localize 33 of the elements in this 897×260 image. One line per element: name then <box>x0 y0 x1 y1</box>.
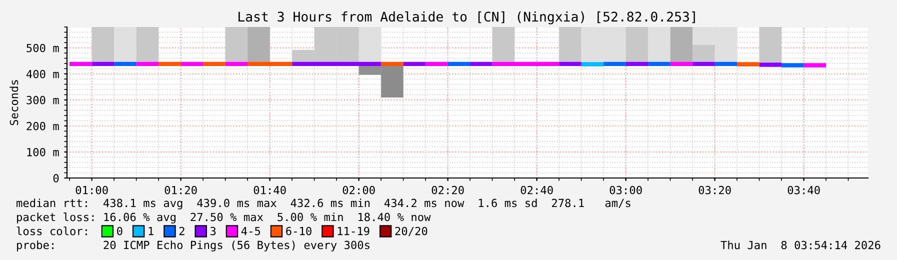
x-tick-label: 01:20 <box>164 186 197 194</box>
y-tick-label: 400 m <box>26 70 59 78</box>
legend-label: 20/20 <box>395 226 428 236</box>
x-tick-label: 03:40 <box>788 186 820 194</box>
y-tick-label: 500 m <box>26 44 59 52</box>
legend-label: 11-19 <box>338 226 370 236</box>
chart-title: Last 3 Hours from Adelaide to [CN] (Ningxia) [52.82.0.253] <box>238 11 695 24</box>
legend-title: loss color: <box>16 226 87 236</box>
x-tick-label: 03:00 <box>610 186 642 194</box>
text: packet loss: 16.06 % avg 27.50 % max 5.00 % min 18.40 % now <box>17 212 431 224</box>
x-tick-label: 03:20 <box>698 186 731 194</box>
x-tick-label: 02:00 <box>342 186 375 194</box>
text: median rtt: 438.1 ms avg 439.0 ms max 432.6 ms min 434.2 ms now 1.6 ms sd 278.1 am/s <box>16 198 630 210</box>
bar <box>248 27 270 64</box>
legend-label: 0 <box>117 226 122 236</box>
x-tick-label: 02:20 <box>432 186 464 194</box>
legend-label: 2 <box>179 226 184 236</box>
x-tick-label: 01:00 <box>76 186 108 194</box>
x-tick-label: 02:40 <box>520 186 553 194</box>
y-axis-title: Seconds <box>10 80 18 126</box>
y-tick-label: 200 m <box>26 122 59 130</box>
legend-label: 6-10 <box>286 226 312 236</box>
text: Thu Jan 8 03:54:14 2026 <box>720 240 880 250</box>
y-tick-label: 100 m <box>27 148 59 156</box>
legend-label: 1 <box>148 226 154 236</box>
y-tick-label: 0 <box>53 174 59 182</box>
legend-label: 3 <box>210 226 216 236</box>
x-tick-label: 01:40 <box>254 186 286 194</box>
legend-label: 4-5 <box>241 226 260 236</box>
bar <box>626 27 648 64</box>
bar <box>670 27 693 64</box>
text: probe: 20 ICMP Echo Pings (56 Bytes) every 300s <box>17 240 370 252</box>
y-tick-label: 300 m <box>26 96 59 104</box>
